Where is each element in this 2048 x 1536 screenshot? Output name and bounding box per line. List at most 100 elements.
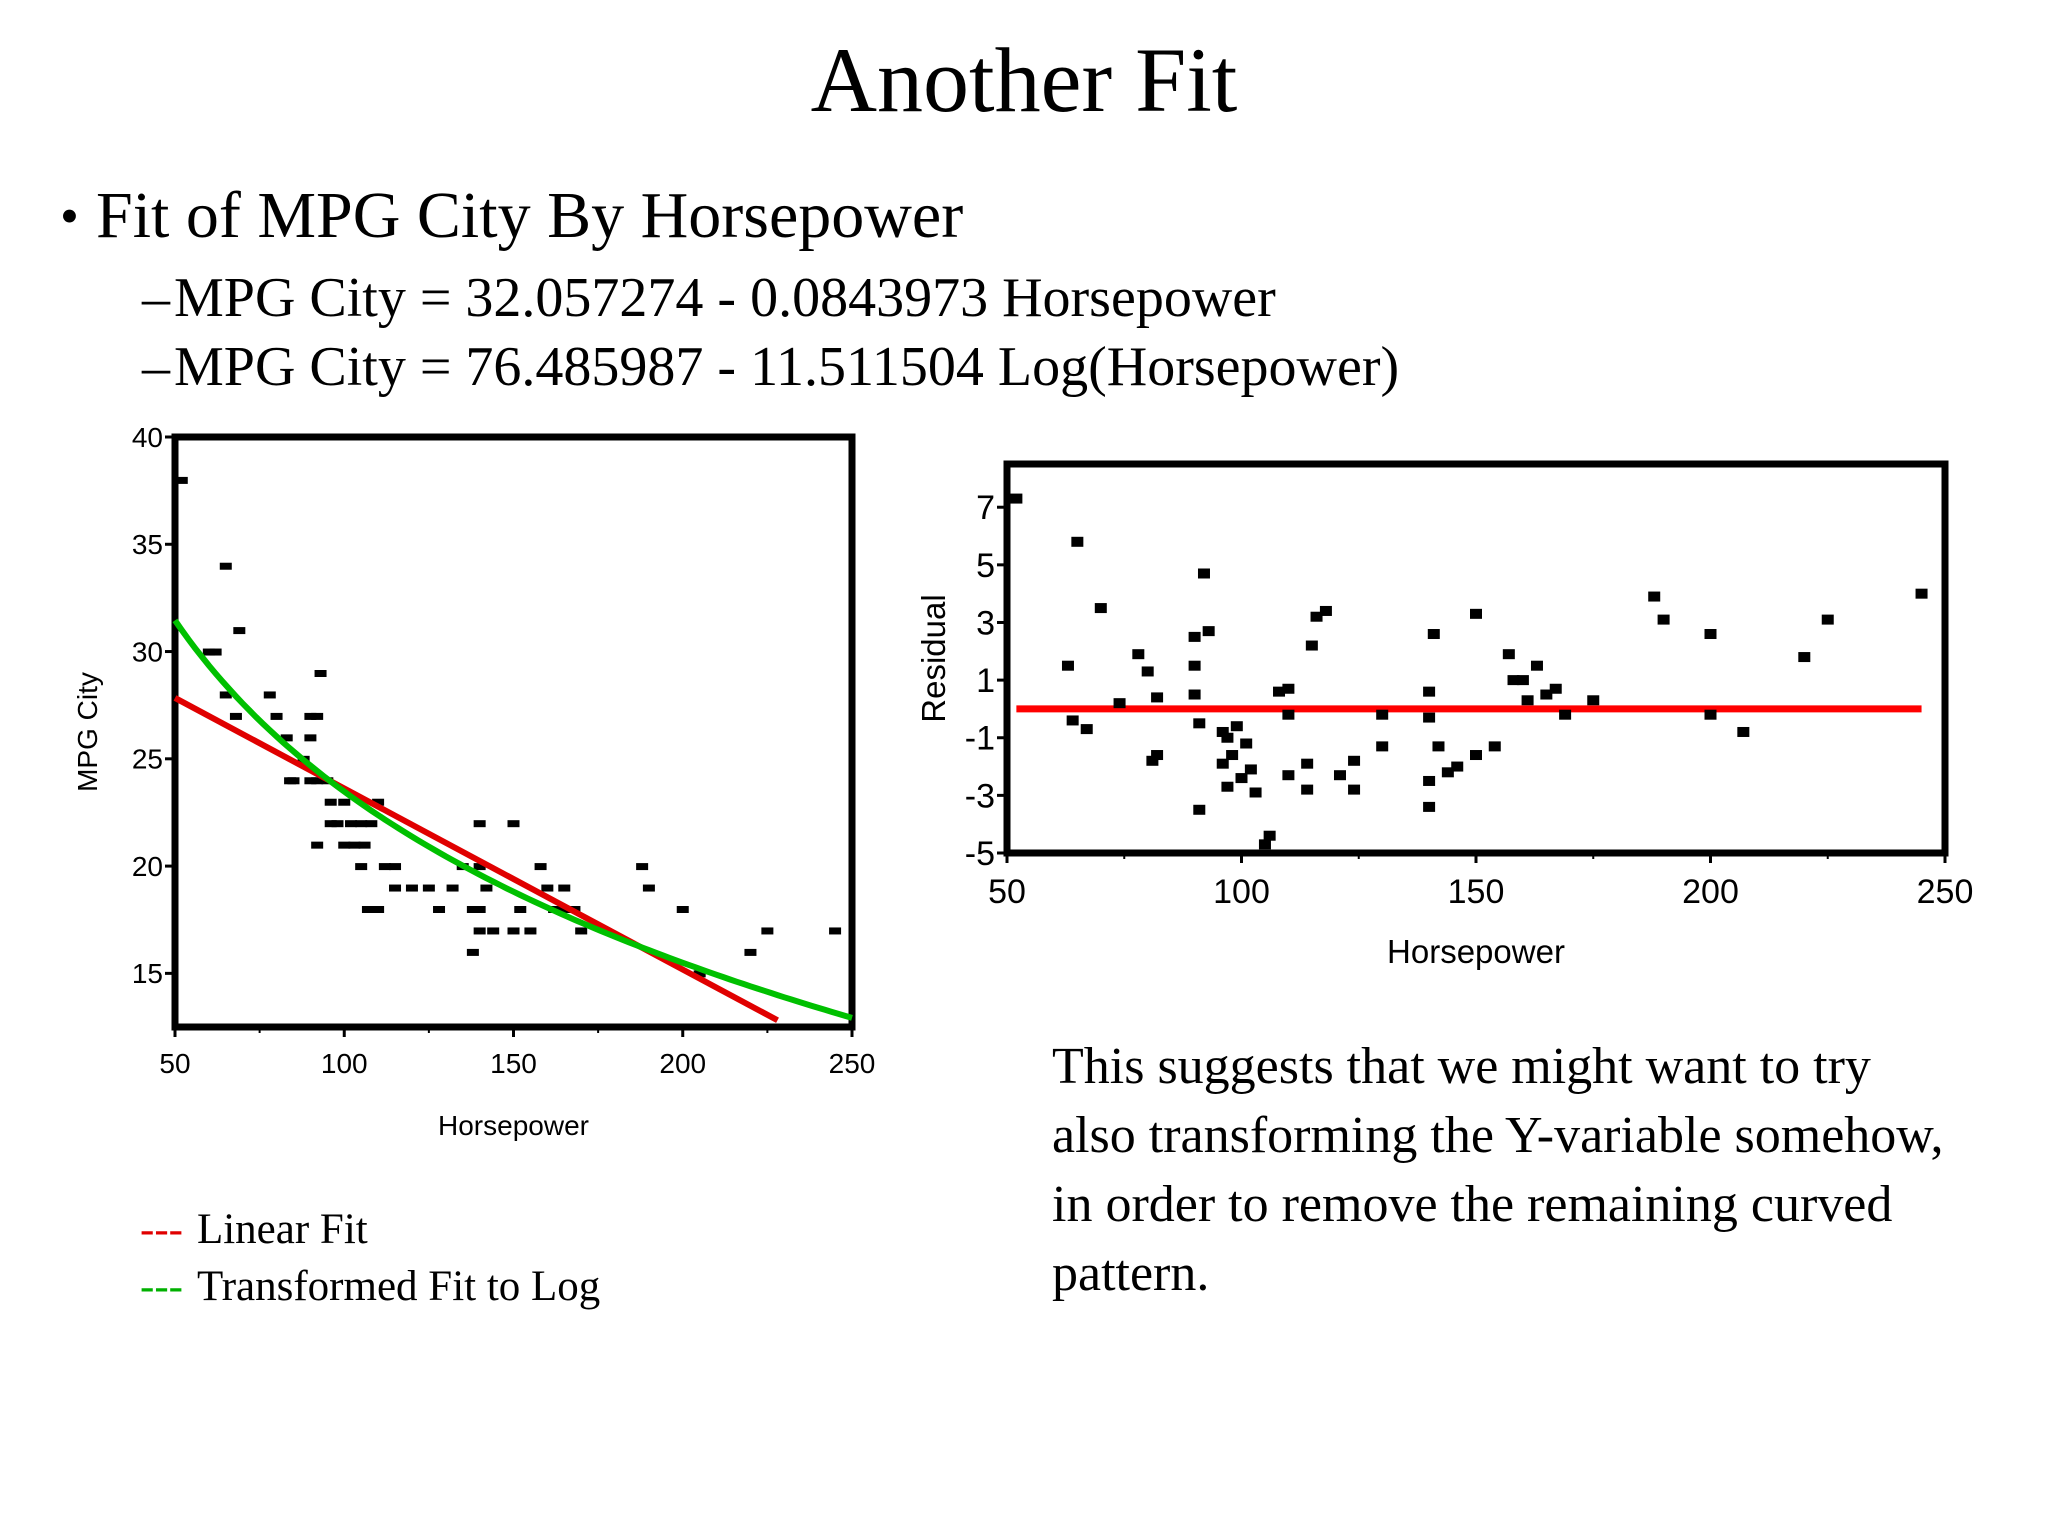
residual-point — [1221, 781, 1234, 792]
residual-point — [1080, 724, 1093, 735]
residual-point — [1470, 750, 1482, 761]
residual-point — [1348, 784, 1361, 795]
x-tick-label: 200 — [659, 1048, 706, 1079]
x-tick-label: 150 — [1448, 873, 1505, 911]
data-point — [270, 712, 283, 720]
legend-label: Transformed Fit to Log — [196, 1263, 601, 1310]
residual-point — [1451, 761, 1464, 772]
data-point — [358, 841, 371, 849]
residual-point — [1423, 712, 1436, 723]
residual-point — [1216, 758, 1229, 769]
data-point — [324, 820, 337, 828]
residual-point — [1648, 591, 1661, 602]
legend-line-icon: --- — [140, 1206, 183, 1253]
residual-point — [1333, 770, 1346, 781]
residual-point — [1559, 709, 1572, 720]
x-tick-label: 250 — [829, 1048, 876, 1079]
data-point — [209, 648, 222, 656]
data-point — [324, 798, 337, 806]
x-tick-label: 250 — [1917, 873, 1974, 911]
data-point — [389, 884, 402, 892]
data-point — [331, 820, 344, 828]
residual-point — [1216, 726, 1229, 737]
data-point — [744, 948, 757, 956]
linear-fit-line — [173, 695, 779, 1023]
x-axis-title: Horsepower — [438, 1110, 589, 1141]
residual-point — [1249, 787, 1262, 798]
residual-point — [1821, 614, 1834, 625]
y-tick-label: 35 — [132, 529, 163, 560]
sub-item-text: MPG City = 76.485987 - 11.511504 Log(Hor… — [174, 336, 1400, 398]
data-point — [693, 970, 706, 978]
residual-point — [1197, 568, 1210, 579]
data-point — [355, 820, 368, 828]
legend-item-linear-fit: --- Linear Fit — [140, 1205, 368, 1255]
residual-point — [1061, 660, 1074, 671]
residual-point — [1188, 689, 1201, 700]
data-point — [175, 476, 188, 484]
x-tick-label: 100 — [321, 1048, 368, 1079]
residual-point — [1146, 755, 1159, 766]
residual-point — [1423, 686, 1436, 697]
residual-point — [1540, 689, 1553, 700]
residual-point — [1094, 603, 1107, 614]
data-point — [473, 820, 486, 828]
data-point — [642, 884, 655, 892]
bullet-dot-icon: • — [60, 186, 79, 246]
residual-point — [1141, 666, 1154, 677]
data-point — [405, 884, 418, 892]
data-point — [466, 906, 479, 913]
residual-point — [1704, 709, 1717, 720]
x-tick-label: 100 — [1213, 873, 1270, 911]
residual-point — [1657, 614, 1670, 625]
x-tick-label: 50 — [988, 873, 1026, 911]
data-point — [473, 906, 486, 913]
data-point — [365, 820, 378, 828]
data-point — [446, 884, 459, 892]
residual-point — [1348, 755, 1361, 766]
residual-point — [1301, 758, 1314, 769]
data-point — [433, 906, 446, 913]
residual-point — [1305, 640, 1318, 651]
residual-point — [1193, 718, 1206, 729]
data-point — [219, 691, 232, 699]
data-point — [829, 927, 842, 935]
residual-point — [1521, 695, 1534, 706]
data-point — [558, 884, 571, 892]
data-point — [361, 906, 374, 913]
residual-point — [1132, 649, 1145, 660]
log-fit-curve — [172, 618, 853, 1021]
residual-point — [1427, 629, 1440, 640]
residual-point — [1188, 631, 1201, 642]
data-point — [636, 863, 649, 871]
residual-point — [1798, 652, 1811, 663]
residual-point — [1470, 608, 1482, 619]
bullet-item: • Fit of MPG City By Horsepower — [60, 178, 963, 254]
residual-point — [1240, 738, 1253, 749]
residual-point — [1258, 839, 1271, 850]
residual-point — [1587, 695, 1600, 706]
residual-point — [1376, 709, 1389, 720]
residual-point — [1010, 493, 1023, 504]
data-point — [473, 927, 486, 935]
data-point — [229, 712, 242, 720]
residual-point — [1423, 775, 1436, 786]
data-point — [219, 562, 232, 570]
data-point — [280, 734, 293, 742]
residual-point — [1230, 721, 1243, 732]
data-point — [507, 927, 520, 935]
y-tick-label: 7 — [976, 489, 995, 527]
residual-point — [1301, 784, 1314, 795]
x-tick-label: 200 — [1682, 873, 1739, 911]
residual-point — [1530, 660, 1543, 671]
sub-item-dash: – — [142, 267, 170, 329]
data-point — [202, 648, 215, 656]
data-point — [311, 712, 324, 720]
residual-point — [1071, 536, 1084, 547]
data-point — [487, 927, 500, 935]
data-point — [541, 884, 554, 892]
residual-point — [1704, 629, 1717, 640]
data-point — [761, 927, 774, 935]
data-point — [514, 906, 527, 913]
data-point — [304, 712, 317, 720]
